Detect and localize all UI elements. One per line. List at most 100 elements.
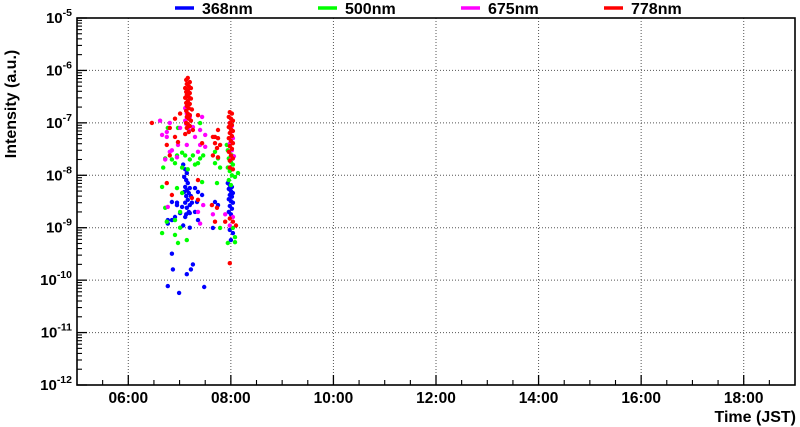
data-point <box>164 129 169 135</box>
data-point <box>229 206 235 211</box>
data-point <box>217 165 223 170</box>
data-point <box>195 209 201 215</box>
data-point <box>177 209 183 215</box>
y-tick-labels: 10-5 10-6 10-7 10-8 10-9 10-10 10-11 10-12 <box>40 7 72 394</box>
data-point <box>169 251 175 256</box>
data-point <box>197 127 203 133</box>
data-point <box>233 223 239 228</box>
data-point <box>201 202 206 208</box>
data-point <box>228 182 234 188</box>
data-point <box>225 240 230 246</box>
legend-label: 778nm <box>631 1 682 18</box>
data-point <box>184 170 189 176</box>
x-tick-labels: 06:00 08:00 10:00 12:00 14:00 16:00 18:00 <box>108 390 763 407</box>
data-point <box>183 153 188 158</box>
data-point <box>159 230 165 236</box>
data-point <box>185 167 190 172</box>
data-point <box>185 197 190 202</box>
data-point <box>227 216 232 221</box>
data-point <box>169 217 175 223</box>
data-point <box>195 217 201 223</box>
data-point <box>212 199 218 205</box>
data-point <box>210 225 216 231</box>
data-point <box>223 212 228 217</box>
legend-label: 675nm <box>488 1 539 18</box>
data-point <box>195 189 201 195</box>
data-point <box>212 149 218 154</box>
data-point <box>183 95 188 101</box>
data-point <box>174 155 180 160</box>
data-point <box>172 232 178 238</box>
data-point <box>179 190 185 196</box>
data-point <box>217 225 223 231</box>
data-point <box>212 141 218 146</box>
data-point <box>230 230 236 236</box>
data-point <box>183 131 188 137</box>
data-point <box>232 235 238 240</box>
data-point <box>157 118 163 123</box>
data-point <box>167 120 172 126</box>
data-point <box>203 132 208 138</box>
data-point <box>215 155 221 160</box>
data-point <box>184 205 189 210</box>
data-point <box>199 179 205 185</box>
data-point <box>167 125 172 131</box>
data-point <box>185 180 190 186</box>
data-point <box>189 107 195 112</box>
data-point <box>159 184 165 190</box>
data-point <box>227 261 232 266</box>
data-point <box>161 165 166 170</box>
y-tick-label: 10-7 <box>46 112 72 132</box>
data-point <box>230 225 236 231</box>
data-point <box>229 194 235 199</box>
data-point <box>186 190 191 196</box>
data-points <box>149 75 241 296</box>
chart-legend: 368nm 500nm 675nm 778nm <box>175 1 682 18</box>
data-point <box>230 141 236 146</box>
data-point <box>164 134 169 140</box>
data-point <box>188 96 194 101</box>
y-tick-label: 10-10 <box>40 269 72 289</box>
data-point <box>149 120 155 126</box>
data-point <box>165 204 170 210</box>
data-point <box>230 156 236 161</box>
data-point <box>187 157 192 162</box>
data-point <box>195 197 201 202</box>
series-675nm <box>157 106 237 228</box>
data-point <box>201 153 206 158</box>
legend-label: 368nm <box>202 1 253 18</box>
data-point <box>203 144 208 149</box>
data-point <box>179 150 185 155</box>
y-tick-label: 10-12 <box>40 374 72 394</box>
data-point <box>184 142 189 148</box>
data-point <box>183 200 188 205</box>
data-point <box>199 114 205 120</box>
x-tick-label: 18:00 <box>724 390 764 407</box>
data-point <box>183 214 188 220</box>
data-point <box>210 212 216 217</box>
data-point <box>212 219 218 224</box>
data-point <box>223 219 228 224</box>
legend-entry: 778nm <box>604 1 682 18</box>
x-tick-label: 16:00 <box>621 390 661 407</box>
data-point <box>182 174 187 180</box>
x-tick-label: 14:00 <box>519 390 559 407</box>
data-point <box>199 192 205 198</box>
data-point <box>183 184 188 190</box>
data-point <box>172 161 178 166</box>
y-axis-title: Intensity (a.u.) <box>3 50 20 158</box>
y-tick-label: 10-9 <box>46 217 72 237</box>
data-point <box>172 116 178 121</box>
y-tick-label: 10-6 <box>46 59 72 79</box>
data-point <box>195 113 201 118</box>
data-point <box>169 199 175 205</box>
data-point <box>172 217 178 223</box>
data-point <box>174 200 180 205</box>
data-point <box>169 157 175 162</box>
data-point <box>190 127 196 133</box>
data-point <box>197 120 203 126</box>
x-tick-label: 10:00 <box>314 390 354 407</box>
data-point <box>187 225 192 230</box>
data-point <box>184 125 189 131</box>
